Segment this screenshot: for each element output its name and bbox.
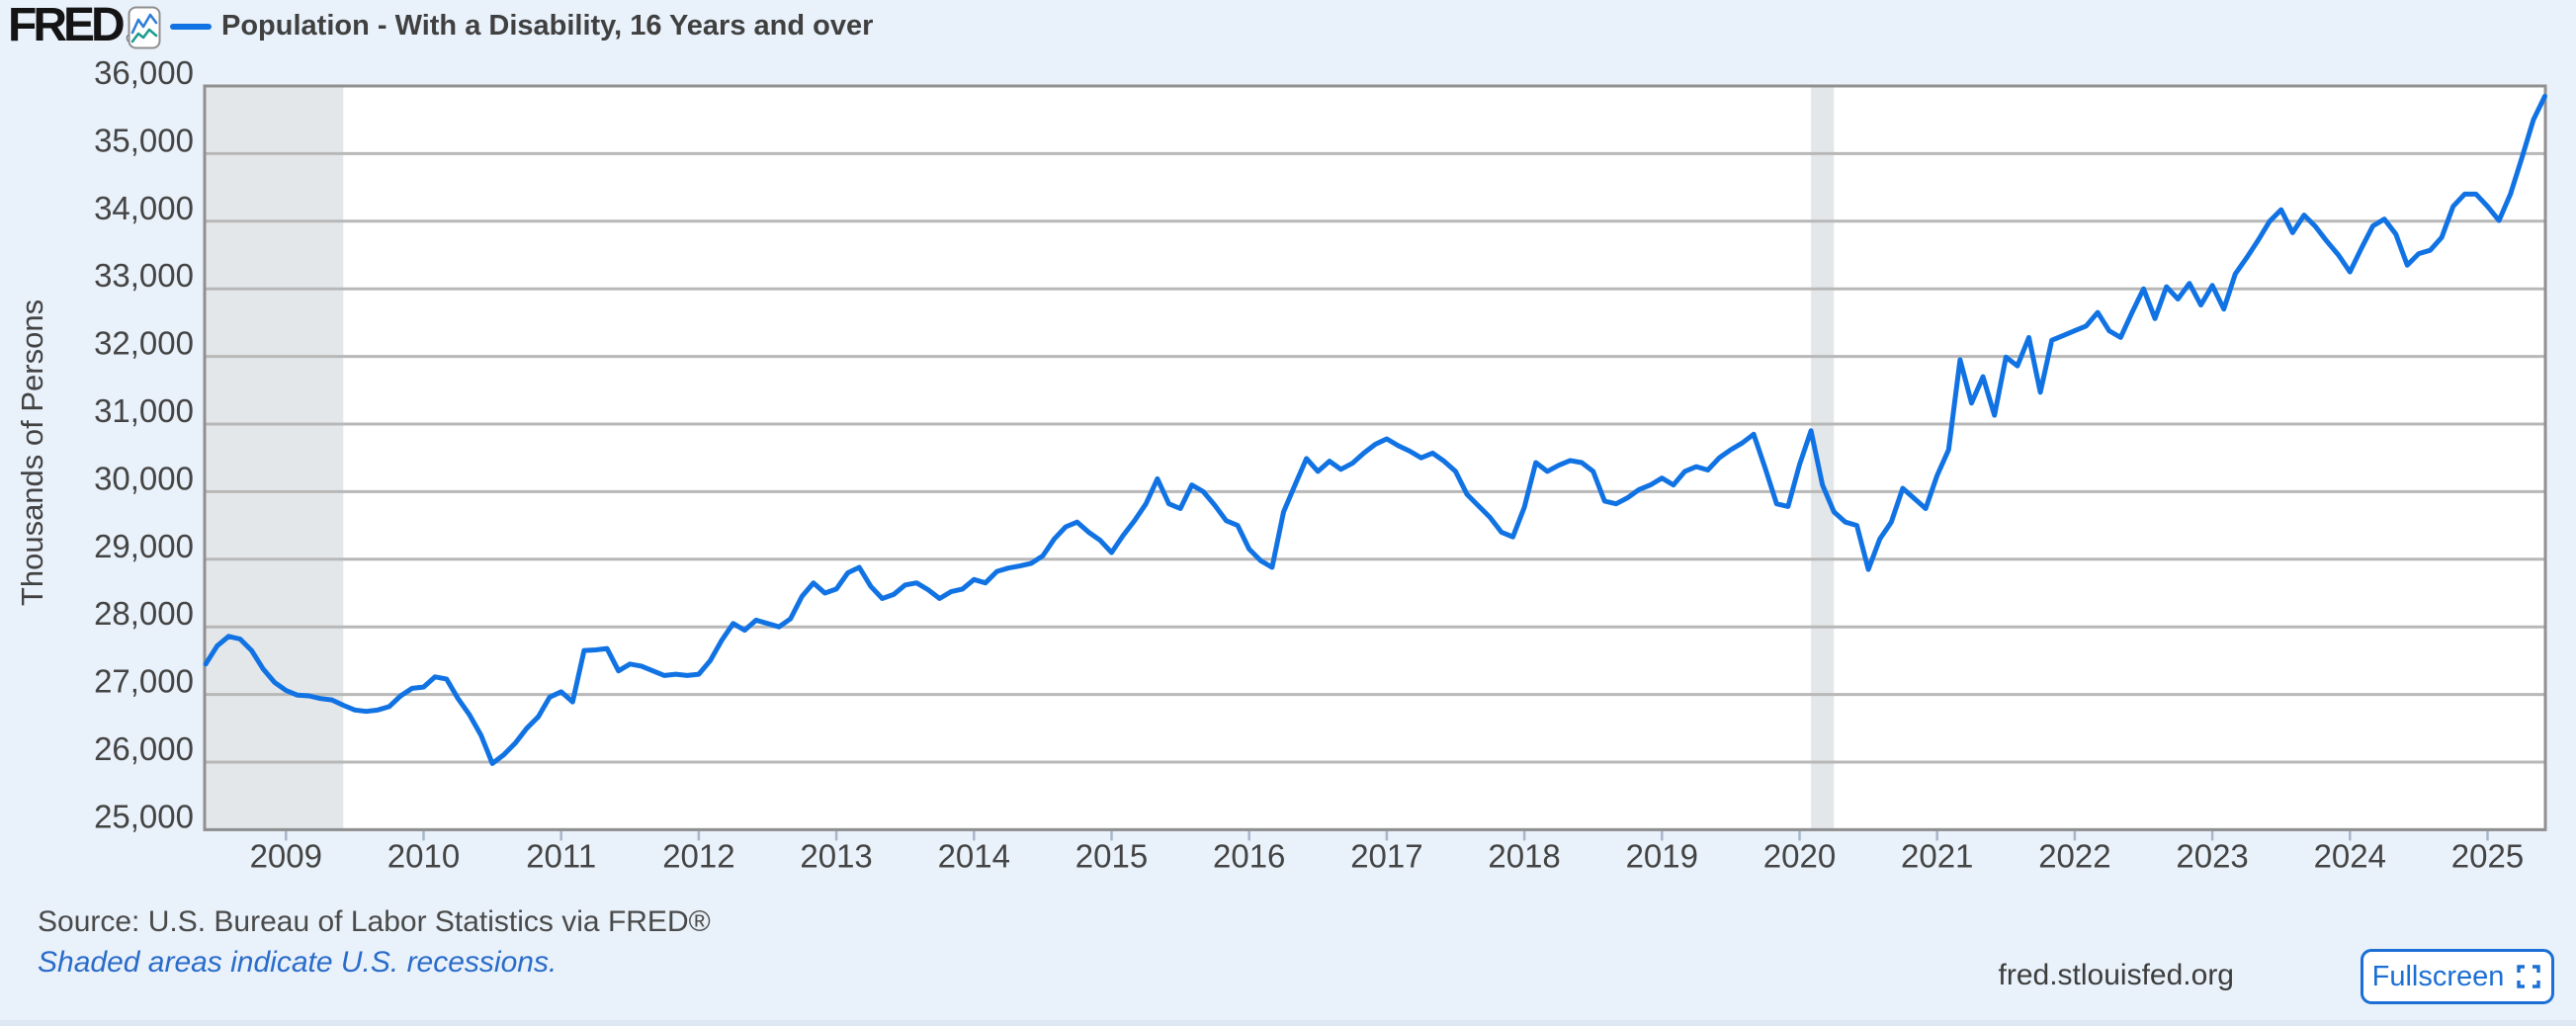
fred-site-link[interactable]: fred.stlouisfed.org: [1998, 959, 2234, 991]
y-tick-label: 27,000: [94, 663, 194, 700]
x-tick-label: 2010: [387, 837, 460, 874]
source-attribution: Source: U.S. Bureau of Labor Statistics …: [38, 905, 711, 938]
y-tick-label: 30,000: [94, 460, 194, 496]
fullscreen-button-label: Fullscreen: [2371, 960, 2505, 992]
y-tick-label: 35,000: [94, 122, 194, 158]
x-tick-label: 2014: [938, 837, 1010, 874]
y-tick-label: 29,000: [94, 528, 194, 564]
fred-logo-text: FRED: [8, 0, 126, 51]
x-tick-label: 2013: [800, 837, 872, 874]
recession-band: [206, 86, 344, 830]
x-tick-label: 2021: [1901, 837, 1973, 874]
x-tick-label: 2011: [526, 837, 596, 874]
y-tick-label: 31,000: [94, 392, 194, 429]
x-tick-label: 2016: [1213, 837, 1285, 874]
x-tick-label: 2022: [2038, 837, 2110, 874]
fullscreen-icon: [2517, 965, 2541, 988]
y-tick-label: 34,000: [94, 190, 194, 226]
x-tick-label: 2023: [2176, 837, 2248, 874]
y-tick-label: 26,000: [94, 730, 194, 767]
window-bottom-edge: [0, 1020, 2576, 1026]
legend: Population - With a Disability, 16 Years…: [170, 10, 873, 43]
fullscreen-button[interactable]: Fullscreen: [2361, 949, 2554, 1004]
recession-note-link[interactable]: Shaded areas indicate U.S. recessions.: [38, 946, 558, 979]
x-tick-label: 2024: [2314, 837, 2386, 874]
x-tick-label: 2018: [1488, 837, 1560, 874]
y-tick-label: 28,000: [94, 595, 194, 632]
x-tick-label: 2012: [662, 837, 734, 874]
x-tick-label: 2009: [250, 837, 322, 874]
series-legend-swatch: [170, 23, 212, 30]
series-line: [203, 93, 2547, 766]
mini-chart-icon: [128, 6, 161, 49]
x-tick-label: 2017: [1350, 837, 1422, 874]
plot-background: [205, 86, 2545, 830]
series-legend-label: Population - With a Disability, 16 Years…: [221, 10, 874, 42]
plot-area[interactable]: [205, 86, 2545, 829]
recession-band: [1811, 86, 1835, 830]
plot-border: [203, 84, 2547, 831]
x-tick-label: 2015: [1075, 837, 1148, 874]
y-tick-label: 36,000: [94, 54, 194, 91]
x-tick-label: 2019: [1626, 837, 1698, 874]
x-tick-label: 2020: [1763, 837, 1836, 874]
y-tick-label: 25,000: [94, 798, 194, 834]
y-tick-label: 33,000: [94, 257, 194, 294]
x-tick-label: 2025: [2451, 837, 2524, 874]
y-tick-label: 32,000: [94, 325, 194, 362]
